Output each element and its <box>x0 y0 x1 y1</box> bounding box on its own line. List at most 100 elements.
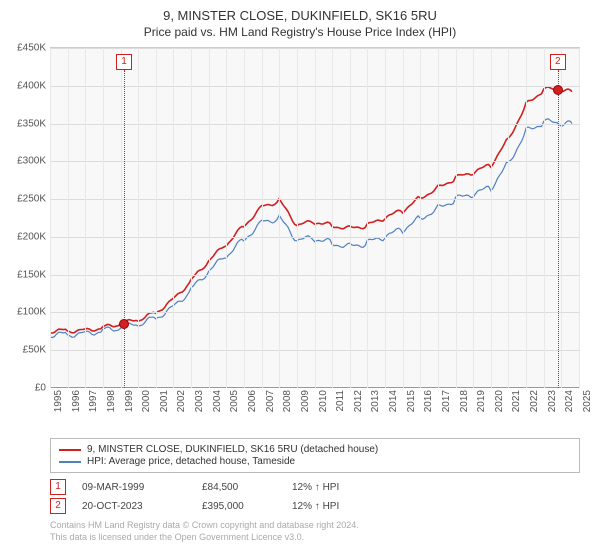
x-tick-label: 2008 <box>282 390 293 412</box>
x-tick-label: 2015 <box>406 390 417 412</box>
x-tick-label: 2002 <box>176 390 187 412</box>
gridline-v <box>508 48 509 388</box>
x-tick-label: 2022 <box>529 390 540 412</box>
x-tick-label: 1997 <box>88 390 99 412</box>
legend-row-hpi: HPI: Average price, detached house, Tame… <box>59 456 571 467</box>
x-tick-label: 2013 <box>370 390 381 412</box>
x-tick-label: 2020 <box>494 390 505 412</box>
y-tick-label: £350K <box>2 118 46 129</box>
gridline-v <box>262 48 263 388</box>
x-tick-label: 2023 <box>547 390 558 412</box>
y-tick-label: £300K <box>2 156 46 167</box>
gridline-v <box>191 48 192 388</box>
y-axis-labels: £0£50K£100K£150K£200K£250K£300K£350K£400… <box>2 48 46 388</box>
x-tick-label: 2024 <box>564 390 575 412</box>
gridline-v <box>297 48 298 388</box>
y-tick-label: £450K <box>2 43 46 54</box>
x-tick-label: 2021 <box>511 390 522 412</box>
page-subtitle: Price paid vs. HM Land Registry's House … <box>0 25 600 39</box>
marker-vline-1 <box>124 70 125 388</box>
x-tick-label: 2001 <box>159 390 170 412</box>
transaction-diff: 12% ↑ HPI <box>292 482 382 493</box>
legend: 9, MINSTER CLOSE, DUKINFIELD, SK16 5RU (… <box>50 438 580 473</box>
gridline-v <box>579 48 580 388</box>
gridline-v <box>526 48 527 388</box>
gridline-v <box>85 48 86 388</box>
footer-line-2: This data is licensed under the Open Gov… <box>50 532 580 544</box>
transaction-id-box: 2 <box>50 498 66 514</box>
transaction-diff: 12% ↑ HPI <box>292 501 382 512</box>
x-tick-label: 1996 <box>71 390 82 412</box>
y-tick-label: £150K <box>2 269 46 280</box>
legend-row-price_paid: 9, MINSTER CLOSE, DUKINFIELD, SK16 5RU (… <box>59 444 571 455</box>
gridline-v <box>121 48 122 388</box>
transaction-date: 20-OCT-2023 <box>82 501 202 512</box>
x-tick-label: 2025 <box>582 390 593 412</box>
gridline-v <box>138 48 139 388</box>
gridline-v <box>385 48 386 388</box>
x-tick-label: 2010 <box>318 390 329 412</box>
transaction-date: 09-MAR-1999 <box>82 482 202 493</box>
x-tick-label: 2012 <box>353 390 364 412</box>
x-tick-label: 2019 <box>476 390 487 412</box>
gridline-v <box>50 48 51 388</box>
x-tick-label: 1998 <box>106 390 117 412</box>
gridline-v <box>544 48 545 388</box>
gridline-v <box>456 48 457 388</box>
x-tick-label: 2007 <box>265 390 276 412</box>
footer-text: Contains HM Land Registry data © Crown c… <box>50 520 580 543</box>
legend-swatch-price_paid <box>59 449 81 451</box>
legend-swatch-hpi <box>59 461 81 463</box>
x-tick-label: 2016 <box>423 390 434 412</box>
gridline-v <box>68 48 69 388</box>
y-tick-label: £100K <box>2 307 46 318</box>
gridline-v <box>420 48 421 388</box>
transaction-price: £395,000 <box>202 501 292 512</box>
gridline-v <box>332 48 333 388</box>
transactions-table: 1 09-MAR-1999£84,50012% ↑ HPI 2 20-OCT-2023… <box>50 479 580 514</box>
gridline-v <box>491 48 492 388</box>
x-tick-label: 2003 <box>194 390 205 412</box>
gridline-v <box>315 48 316 388</box>
x-tick-label: 2000 <box>141 390 152 412</box>
x-tick-label: 2006 <box>247 390 258 412</box>
y-tick-label: £250K <box>2 194 46 205</box>
x-tick-label: 2014 <box>388 390 399 412</box>
marker-label-2: 2 <box>550 54 566 70</box>
marker-dot-2 <box>553 85 563 95</box>
x-tick-label: 2018 <box>459 390 470 412</box>
gridline-v <box>367 48 368 388</box>
x-axis-labels: 1995199619971998199920002001200220032004… <box>50 388 579 432</box>
x-tick-label: 2004 <box>212 390 223 412</box>
y-tick-label: £0 <box>2 383 46 394</box>
gridline-v <box>209 48 210 388</box>
legend-label-hpi: HPI: Average price, detached house, Tame… <box>87 456 295 467</box>
price-chart: £0£50K£100K£150K£200K£250K£300K£350K£400… <box>50 47 580 388</box>
gridline-v <box>103 48 104 388</box>
footer-line-1: Contains HM Land Registry data © Crown c… <box>50 520 580 532</box>
gridline-v <box>279 48 280 388</box>
gridline-v <box>403 48 404 388</box>
y-tick-label: £200K <box>2 231 46 242</box>
y-tick-label: £400K <box>2 80 46 91</box>
marker-dot-1 <box>119 319 129 329</box>
x-tick-label: 2009 <box>300 390 311 412</box>
x-tick-label: 2005 <box>229 390 240 412</box>
series-line-hpi <box>50 119 572 338</box>
gridline-v <box>173 48 174 388</box>
gridline-v <box>473 48 474 388</box>
marker-vline-2 <box>558 70 559 388</box>
transaction-row-2: 2 20-OCT-2023£395,00012% ↑ HPI <box>50 498 580 514</box>
gridline-v <box>244 48 245 388</box>
transaction-row-1: 1 09-MAR-1999£84,50012% ↑ HPI <box>50 479 580 495</box>
x-tick-label: 1995 <box>53 390 64 412</box>
x-tick-label: 2017 <box>441 390 452 412</box>
transaction-price: £84,500 <box>202 482 292 493</box>
marker-label-1: 1 <box>116 54 132 70</box>
transaction-id-box: 1 <box>50 479 66 495</box>
page-title: 9, MINSTER CLOSE, DUKINFIELD, SK16 5RU <box>0 8 600 23</box>
gridline-v <box>226 48 227 388</box>
gridline-v <box>350 48 351 388</box>
x-tick-label: 2011 <box>335 390 346 412</box>
gridline-v <box>438 48 439 388</box>
